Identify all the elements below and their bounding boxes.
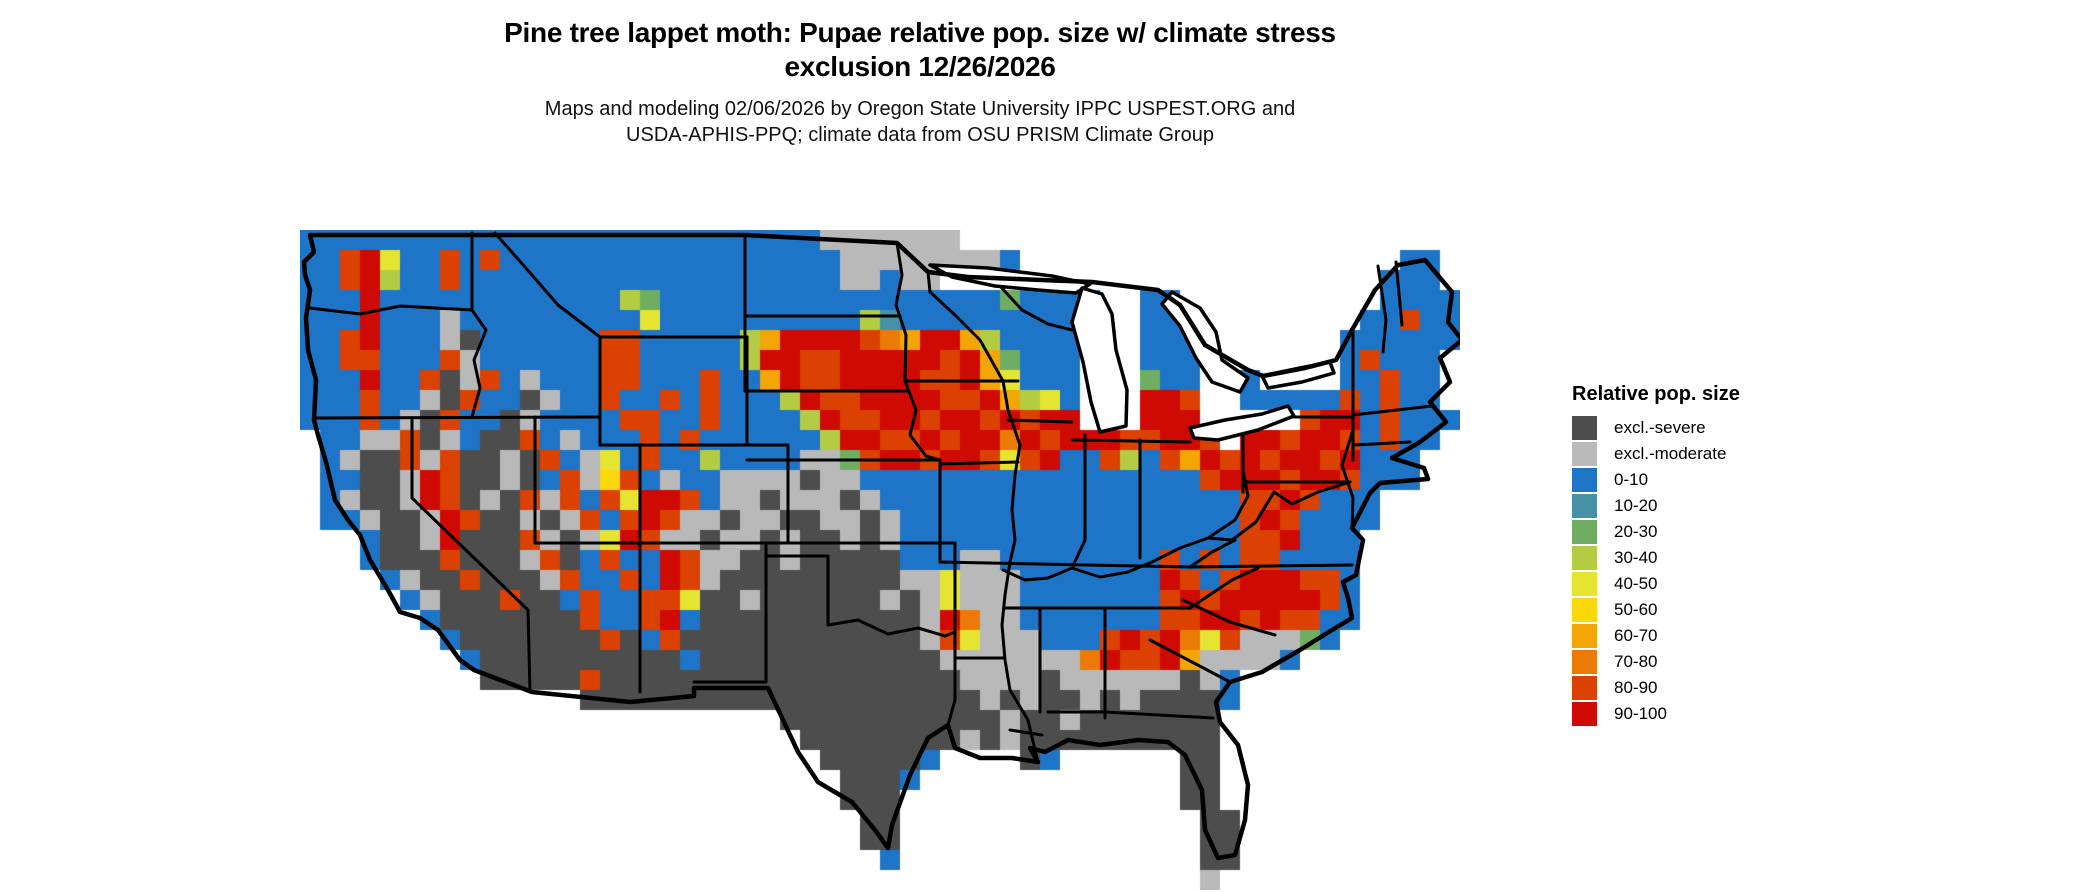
page-title-line2: exclusion 12/26/2026 [784, 51, 1056, 82]
legend-swatch [1572, 442, 1597, 466]
legend-item: excl.-moderate [1572, 441, 1740, 467]
legend-label: 40-50 [1614, 574, 1658, 593]
legend-item: excl.-severe [1572, 415, 1740, 441]
legend-title: Relative pop. size [1572, 383, 1740, 405]
legend-item: 60-70 [1572, 623, 1740, 649]
legend-item: 50-60 [1572, 597, 1740, 623]
legend-label: excl.-moderate [1614, 444, 1727, 463]
legend-item: 20-30 [1572, 519, 1740, 545]
legend-label: 10-20 [1614, 496, 1658, 515]
legend-label: excl.-severe [1614, 418, 1706, 437]
map-subtitle-line1: Maps and modeling 02/06/2026 by Oregon S… [544, 98, 1296, 120]
legend-swatch [1572, 624, 1597, 648]
us-risk-map [300, 230, 1460, 890]
legend-label: 60-70 [1614, 626, 1658, 645]
legend-swatch [1572, 702, 1597, 726]
legend-item: 90-100 [1572, 701, 1740, 727]
legend-swatch [1572, 546, 1597, 570]
legend-item: 30-40 [1572, 545, 1740, 571]
legend-swatch [1572, 676, 1597, 700]
legend-label: 90-100 [1614, 704, 1667, 723]
legend-item: 70-80 [1572, 649, 1740, 675]
map-subtitle-line2: USDA-APHIS-PPQ; climate data from OSU PR… [626, 124, 1214, 146]
legend-swatch [1572, 598, 1597, 622]
legend-label: 70-80 [1614, 652, 1658, 671]
legend-item: 0-10 [1572, 467, 1740, 493]
map-subtitle: Maps and modeling 02/06/2026 by Oregon S… [0, 96, 1840, 148]
legend-label: 20-30 [1614, 522, 1658, 541]
legend: Relative pop. size excl.-severe excl.-mod… [1572, 382, 1740, 727]
legend-swatch [1572, 494, 1597, 518]
legend-label: 30-40 [1614, 548, 1658, 567]
legend-swatch [1572, 416, 1597, 440]
page-title-line1: Pine tree lappet moth: Pupae relative po… [504, 17, 1336, 48]
legend-swatch [1572, 572, 1597, 596]
legend-item: 10-20 [1572, 493, 1740, 519]
legend-label: 0-10 [1614, 470, 1649, 489]
risk-raster-canvas [300, 230, 1460, 890]
legend-swatch [1572, 468, 1597, 492]
map-header: Pine tree lappet moth: Pupae relative po… [0, 16, 1840, 148]
legend-label: 80-90 [1614, 678, 1658, 697]
legend-label: 50-60 [1614, 600, 1658, 619]
legend-item: 40-50 [1572, 571, 1740, 597]
legend-item: 80-90 [1572, 675, 1740, 701]
legend-items: excl.-severe excl.-moderate 0-10 10-20 20-30… [1572, 415, 1740, 727]
legend-swatch [1572, 650, 1597, 674]
legend-swatch [1572, 520, 1597, 544]
